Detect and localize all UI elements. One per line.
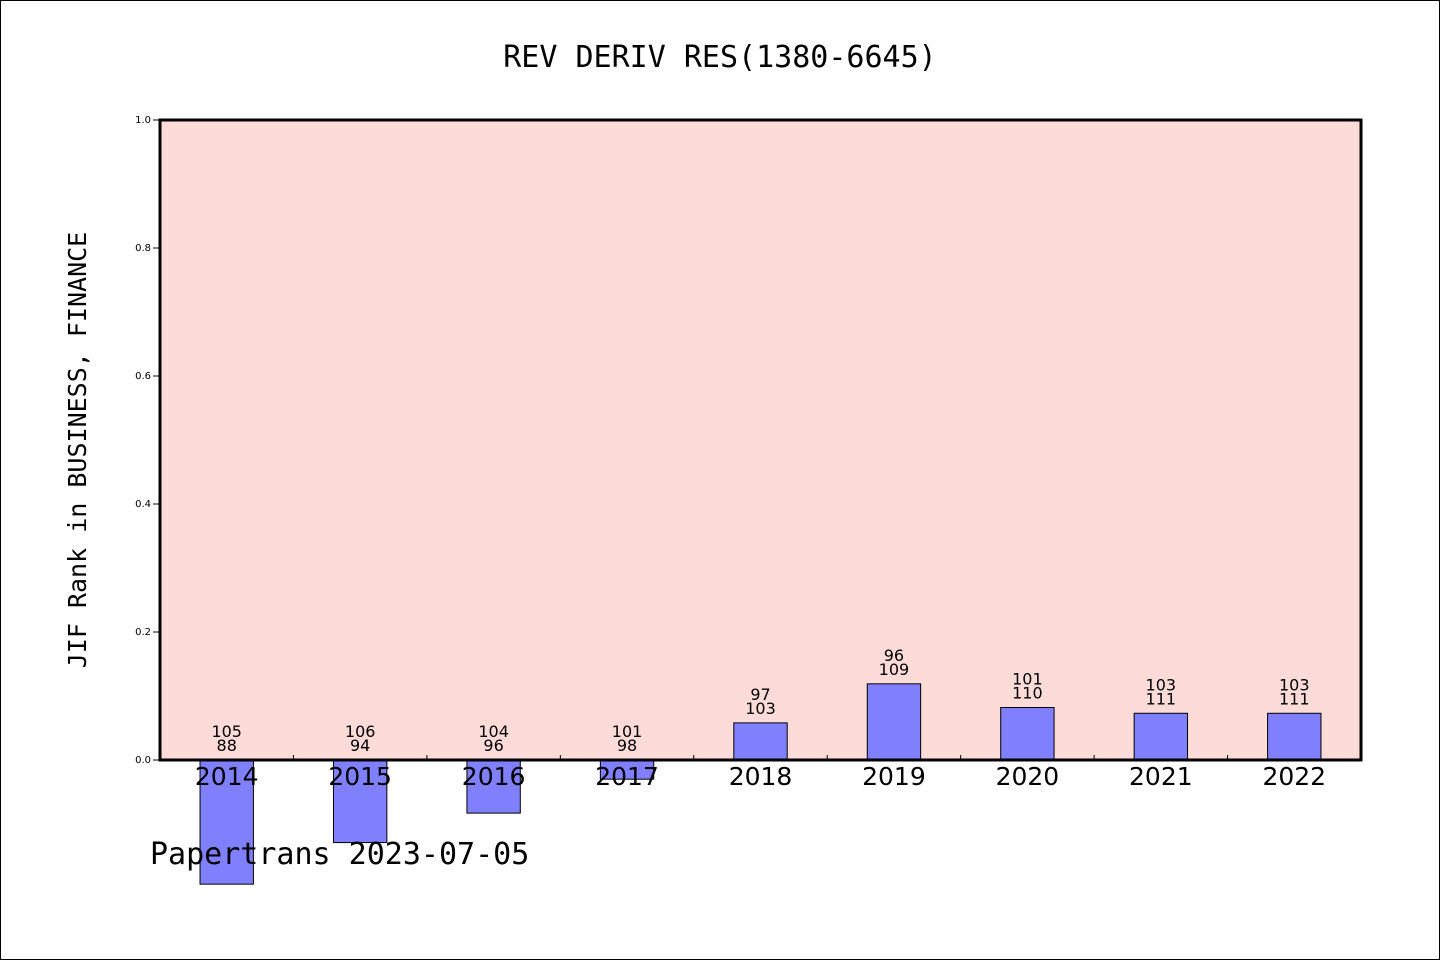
watermark-text: Papertrans 2023-07-05 (150, 837, 529, 872)
bar-labels: 1058820141069420151049620161019820179710… (195, 646, 1326, 791)
plot-area (160, 120, 1361, 760)
chart-title: REV DERIV RES(1380-6645) (503, 40, 936, 75)
bar-2016 (466, 759, 521, 814)
bar-top-label: 103 (1146, 675, 1177, 694)
y-axis: 0.0 0.2 0.4 0.6 0.8 1.0 (135, 115, 160, 766)
bar-2022 (1267, 712, 1322, 761)
bar-bottom-label: 111 (1146, 689, 1177, 708)
x-tick-label: 2022 (1262, 762, 1326, 791)
bar-top-label: 106 (345, 722, 376, 741)
y-tick-label: 0.4 (135, 499, 151, 510)
y-tick-label: 0.2 (135, 627, 151, 638)
bar-bottom-label: 110 (1012, 684, 1043, 703)
bar-2015 (332, 759, 388, 844)
bar-bottom-label: 103 (745, 699, 776, 718)
bar-bottom-label: 94 (350, 736, 370, 755)
y-tick-label: 0.8 (135, 243, 151, 254)
x-tick-label: 2017 (595, 762, 659, 791)
bar-top-label: 103 (1279, 675, 1310, 694)
bar-bottom-label: 96 (483, 736, 503, 755)
plot-border (158, 118, 1363, 762)
bars (199, 683, 1322, 885)
y-tick-label: 1.0 (135, 115, 151, 126)
bar-2018 (733, 722, 788, 761)
bar-top-label: 101 (1012, 670, 1043, 689)
bar-top-label: 105 (211, 722, 242, 741)
x-tick-label: 2014 (195, 762, 259, 791)
x-tick-label: 2015 (328, 762, 392, 791)
x-tick-label: 2021 (1129, 762, 1193, 791)
y-tick-label: 0.0 (135, 755, 151, 766)
x-tick-label: 2020 (996, 762, 1060, 791)
bar-top-label: 96 (884, 646, 904, 665)
bar-top-label: 97 (750, 685, 770, 704)
bar-bottom-label: 98 (617, 736, 637, 755)
bar-2021 (1133, 712, 1189, 761)
bar-top-label: 104 (478, 722, 509, 741)
bar-bottom-label: 109 (879, 660, 910, 679)
x-tick-label: 2019 (862, 762, 926, 791)
bar-2019 (866, 683, 922, 761)
bar-top-label: 101 (612, 722, 643, 741)
bar-bottom-label: 111 (1279, 689, 1310, 708)
bar-2020 (1000, 707, 1055, 761)
bar-bottom-label: 88 (217, 736, 237, 755)
y-tick-label: 0.6 (135, 371, 151, 382)
x-tick-label: 2016 (462, 762, 526, 791)
y-axis-label: JIF Rank in BUSINESS, FINANCE (63, 232, 92, 669)
x-tick-label: 2018 (729, 762, 793, 791)
bar-2014 (199, 759, 254, 885)
